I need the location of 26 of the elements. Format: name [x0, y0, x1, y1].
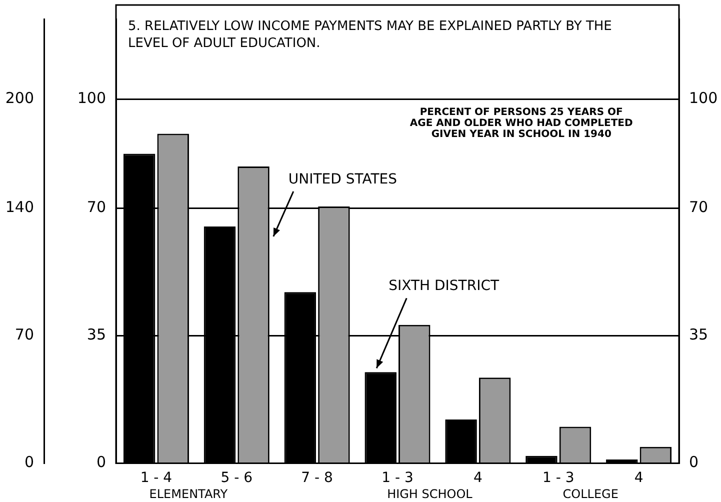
- y3-tick-label: 70: [14, 326, 34, 344]
- x-tick-label: 4: [473, 470, 482, 486]
- y-tick-label: 70: [86, 198, 106, 216]
- text: 5. RELATIVELY LOW INCOME PAYMENTS MAY BE EXPLAINED PARTLY BY THE LEVEL OF ADULT EDUCATION.: [128, 19, 612, 51]
- y-tick-label: 35: [86, 326, 106, 344]
- x-tick-label: 1 - 3: [382, 470, 414, 486]
- y3-tick-label: 0: [24, 453, 34, 472]
- x-tick-label: 7 - 8: [301, 470, 333, 486]
- x-tick-label: 5 - 6: [220, 470, 253, 486]
- y2-tick-label: 0: [689, 453, 699, 472]
- text: COLLEGE: [562, 487, 618, 501]
- text: SIXTH DISTRICT: [388, 278, 500, 294]
- y2-tick-label: 70: [689, 198, 708, 216]
- y2-tick-label: 100: [689, 88, 718, 107]
- y2-tick-label: 35: [689, 326, 708, 344]
- y3-tick-label: 140: [5, 198, 34, 216]
- x-tick-label: 4: [634, 470, 644, 486]
- series-label: UNITED STATES: [288, 171, 398, 188]
- x-tick-label: 1 - 4: [140, 470, 172, 486]
- y3-tick-label: 200: [5, 88, 34, 107]
- y-tick-label: 0: [96, 453, 106, 472]
- text: PERCENT OF PERSONS 25 YEARS OF AGE AND OLDER WHO HAD COMPLETED GIVEN YEAR IN SCHOOL IN 1940: [410, 107, 633, 140]
- x-tick-label: 1 - 3: [542, 470, 574, 486]
- y-tick-label: 100: [77, 88, 106, 107]
- text: ELEMENTARY: [149, 487, 228, 501]
- text: HIGH SCHOOL: [387, 487, 473, 501]
